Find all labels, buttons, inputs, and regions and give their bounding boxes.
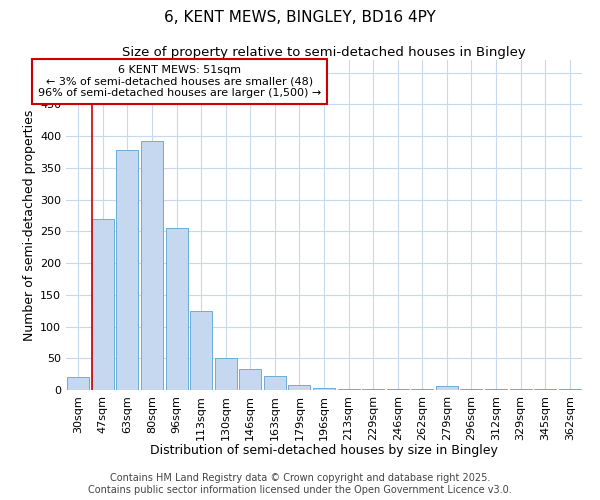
Bar xyxy=(509,388,532,390)
Y-axis label: Number of semi-detached properties: Number of semi-detached properties xyxy=(23,110,36,340)
Text: 6 KENT MEWS: 51sqm
← 3% of semi-detached houses are smaller (48)
96% of semi-det: 6 KENT MEWS: 51sqm ← 3% of semi-detached… xyxy=(38,65,321,98)
Bar xyxy=(289,385,310,390)
Bar xyxy=(460,388,482,390)
Bar xyxy=(436,386,458,390)
X-axis label: Distribution of semi-detached houses by size in Bingley: Distribution of semi-detached houses by … xyxy=(150,444,498,457)
Bar xyxy=(362,388,384,390)
Bar xyxy=(485,388,507,390)
Bar xyxy=(166,228,188,390)
Bar xyxy=(215,358,237,390)
Title: Size of property relative to semi-detached houses in Bingley: Size of property relative to semi-detach… xyxy=(122,46,526,59)
Bar xyxy=(411,388,433,390)
Bar xyxy=(141,140,163,390)
Bar xyxy=(386,388,409,390)
Bar xyxy=(338,388,359,390)
Bar xyxy=(534,388,556,390)
Bar xyxy=(313,388,335,390)
Bar xyxy=(190,310,212,390)
Bar xyxy=(67,378,89,390)
Bar xyxy=(116,150,139,390)
Bar xyxy=(239,369,262,390)
Text: Contains HM Land Registry data © Crown copyright and database right 2025.
Contai: Contains HM Land Registry data © Crown c… xyxy=(88,474,512,495)
Bar xyxy=(92,218,114,390)
Bar xyxy=(559,388,581,390)
Text: 6, KENT MEWS, BINGLEY, BD16 4PY: 6, KENT MEWS, BINGLEY, BD16 4PY xyxy=(164,10,436,25)
Bar xyxy=(264,376,286,390)
